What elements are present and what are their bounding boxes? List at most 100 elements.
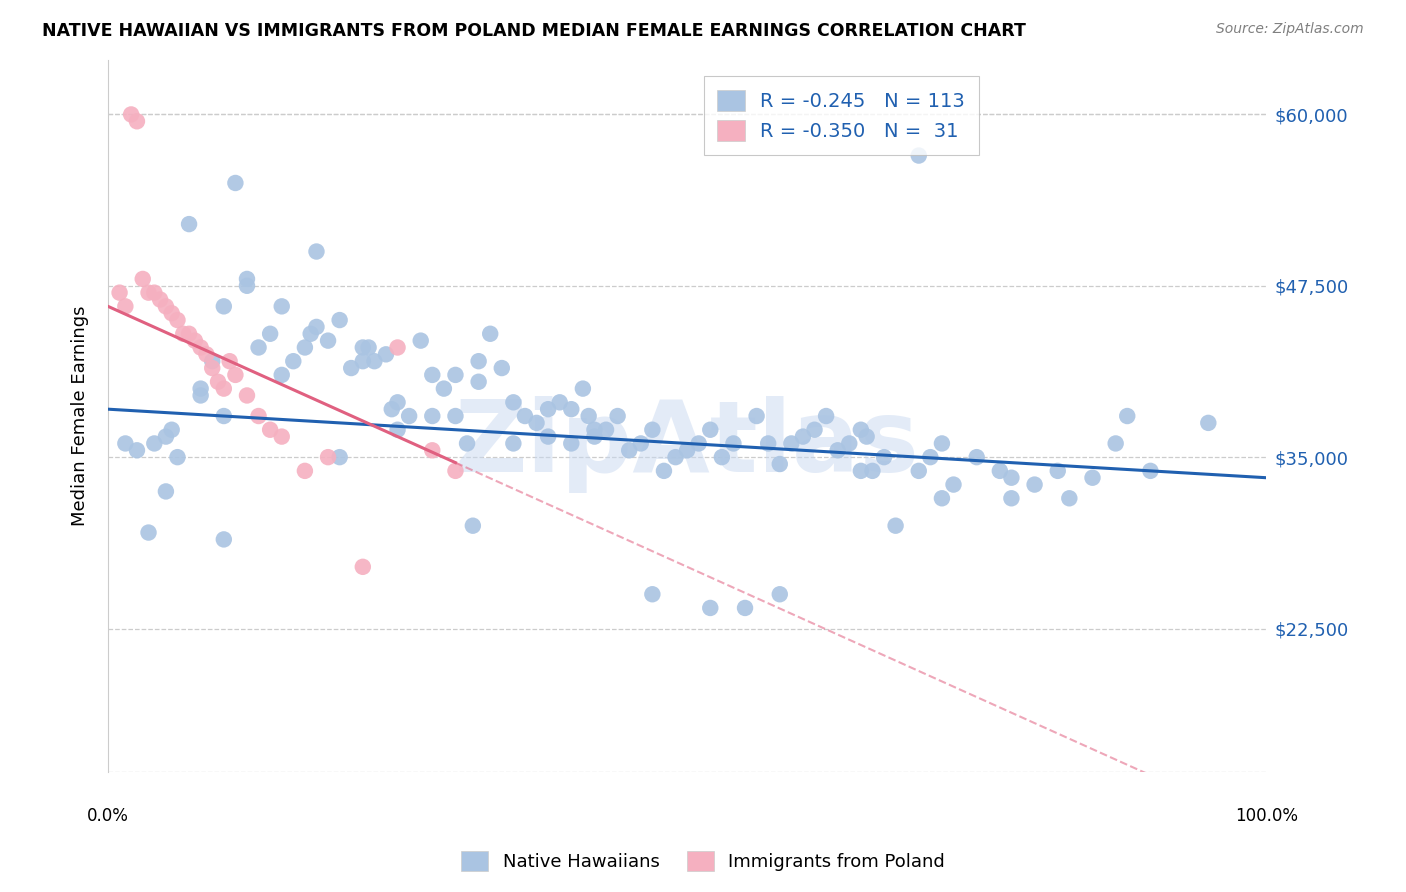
Point — [537, 402, 560, 417]
Point — [212, 409, 235, 423]
Point — [513, 409, 536, 423]
Point — [299, 326, 322, 341]
Point — [114, 436, 136, 450]
Point — [578, 409, 600, 423]
Point — [502, 395, 524, 409]
Point — [884, 518, 907, 533]
Point — [1024, 477, 1046, 491]
Point — [190, 388, 212, 402]
Point — [329, 313, 352, 327]
Point — [398, 409, 420, 423]
Point — [583, 423, 606, 437]
Point — [467, 354, 489, 368]
Point — [827, 443, 849, 458]
Point — [120, 107, 142, 121]
Point — [745, 409, 768, 423]
Point — [247, 409, 270, 423]
Point — [155, 484, 177, 499]
Point — [305, 244, 328, 259]
Point — [420, 443, 443, 458]
Point — [340, 361, 363, 376]
Point — [444, 409, 467, 423]
Text: ZipAtlas: ZipAtlas — [454, 396, 920, 493]
Text: 0.0%: 0.0% — [87, 806, 129, 825]
Point — [259, 326, 281, 341]
Point — [184, 334, 207, 348]
Point — [294, 464, 316, 478]
Point — [769, 457, 792, 471]
Point — [873, 450, 896, 465]
Point — [363, 354, 385, 368]
Point — [381, 402, 404, 417]
Point — [526, 416, 548, 430]
Point — [270, 368, 292, 382]
Point — [143, 436, 166, 450]
Point — [907, 464, 929, 478]
Text: NATIVE HAWAIIAN VS IMMIGRANTS FROM POLAND MEDIAN FEMALE EARNINGS CORRELATION CHA: NATIVE HAWAIIAN VS IMMIGRANTS FROM POLAN… — [42, 22, 1026, 40]
Point — [907, 148, 929, 162]
Point — [155, 429, 177, 443]
Point — [769, 587, 792, 601]
Point — [270, 429, 292, 443]
Point — [988, 464, 1011, 478]
Point — [155, 299, 177, 313]
Point — [177, 217, 200, 231]
Point — [855, 429, 877, 443]
Point — [283, 354, 305, 368]
Point — [560, 436, 582, 450]
Point — [114, 299, 136, 313]
Point — [780, 436, 803, 450]
Point — [259, 423, 281, 437]
Point — [149, 293, 172, 307]
Point — [387, 423, 409, 437]
Point — [1105, 436, 1128, 450]
Point — [537, 429, 560, 443]
Point — [920, 450, 942, 465]
Point — [723, 436, 745, 450]
Point — [1000, 491, 1022, 506]
Point — [132, 272, 155, 286]
Point — [664, 450, 686, 465]
Point — [548, 395, 571, 409]
Text: Source: ZipAtlas.com: Source: ZipAtlas.com — [1216, 22, 1364, 37]
Point — [224, 176, 246, 190]
Point — [387, 395, 409, 409]
Point — [212, 382, 235, 396]
Point — [143, 285, 166, 300]
Point — [1059, 491, 1081, 506]
Point — [236, 278, 259, 293]
Point — [357, 341, 380, 355]
Point — [641, 587, 664, 601]
Point — [641, 423, 664, 437]
Point — [125, 443, 148, 458]
Point — [138, 525, 160, 540]
Point — [166, 313, 188, 327]
Point — [329, 450, 352, 465]
Point — [699, 423, 721, 437]
Point — [236, 272, 259, 286]
Point — [108, 285, 131, 300]
Point — [201, 361, 224, 376]
Point — [467, 375, 489, 389]
Point — [595, 423, 617, 437]
Point — [207, 375, 229, 389]
Point — [815, 409, 838, 423]
Point — [212, 533, 235, 547]
Point — [606, 409, 628, 423]
Point — [652, 464, 675, 478]
Point — [172, 326, 194, 341]
Text: 100.0%: 100.0% — [1234, 806, 1298, 825]
Point — [479, 326, 502, 341]
Point — [849, 464, 872, 478]
Point — [1197, 416, 1219, 430]
Y-axis label: Median Female Earnings: Median Female Earnings — [72, 306, 89, 526]
Point — [862, 464, 884, 478]
Point — [218, 354, 240, 368]
Point — [212, 299, 235, 313]
Point — [160, 306, 183, 320]
Point — [190, 341, 212, 355]
Point — [138, 285, 160, 300]
Point — [710, 450, 733, 465]
Point — [931, 436, 953, 450]
Point — [619, 443, 641, 458]
